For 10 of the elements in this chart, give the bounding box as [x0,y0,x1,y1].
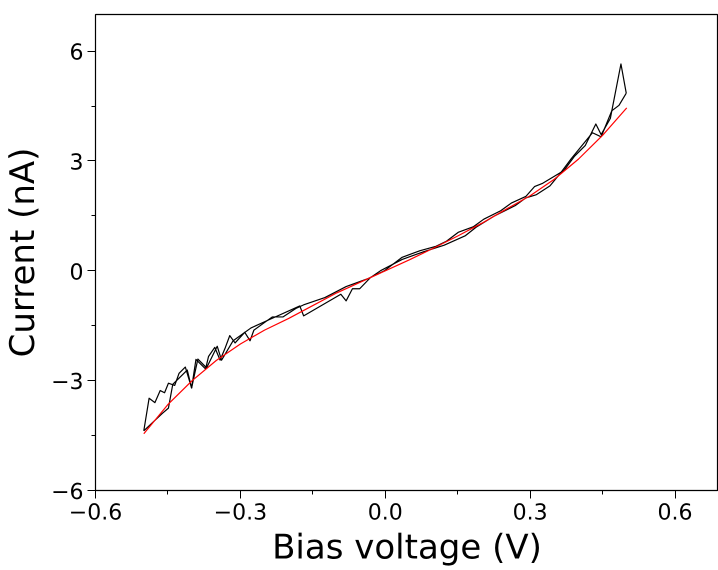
y-tick-label: 6 [70,40,84,66]
x-axis-title: Bias voltage (V) [272,528,542,568]
y-tick-label: −3 [51,370,84,396]
y-axis-title: Current (nA) [3,148,44,358]
x-tick-label: 0.0 [368,500,403,526]
x-tick-label: −0.3 [214,500,268,526]
x-tick-label: 0.6 [658,500,693,526]
y-tick-label: 0 [70,260,84,286]
y-tick-label: 3 [70,150,84,176]
x-tick-label: 0.3 [512,500,548,526]
